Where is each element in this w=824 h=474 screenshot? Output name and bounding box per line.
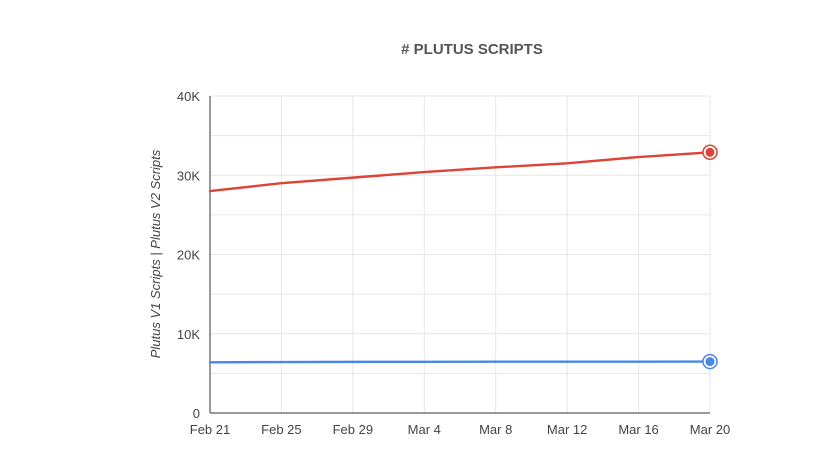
x-tick-label: Mar 20	[690, 422, 730, 437]
y-tick-label: 20K	[177, 248, 200, 263]
y-tick-label: 30K	[177, 168, 200, 183]
x-tick-label: Feb 21	[190, 422, 230, 437]
series-end-marker-point[interactable]	[705, 147, 715, 157]
y-axis-tick-labels: 0 10K 20K 30K 40K	[177, 89, 200, 421]
series-lines	[208, 144, 718, 370]
x-tick-label: Mar 12	[547, 422, 587, 437]
chart-title: # PLUTUS SCRIPTS	[401, 41, 543, 58]
x-axis-tick-labels: Feb 21 Feb 25 Feb 29 Mar 4 Mar 8 Mar 12 Mar 16…	[190, 422, 730, 437]
series-end-marker-point[interactable]	[705, 357, 715, 367]
y-tick-label: 10K	[177, 327, 200, 342]
x-tick-label: Feb 25	[261, 422, 301, 437]
x-tick-label: Mar 16	[618, 422, 658, 437]
series-line-1	[208, 151, 712, 193]
x-tick-label: Mar 4	[408, 422, 441, 437]
axes	[209, 96, 710, 414]
y-tick-label: 40K	[177, 89, 200, 104]
x-tick-label: Mar 8	[479, 422, 512, 437]
series-line-2	[208, 360, 712, 364]
y-axis-label: Plutus V1 Scripts | Plutus V2 Scripts	[148, 149, 163, 358]
grid-lines	[210, 95, 711, 413]
y-tick-label: 0	[193, 406, 200, 421]
x-tick-label: Feb 29	[333, 422, 373, 437]
